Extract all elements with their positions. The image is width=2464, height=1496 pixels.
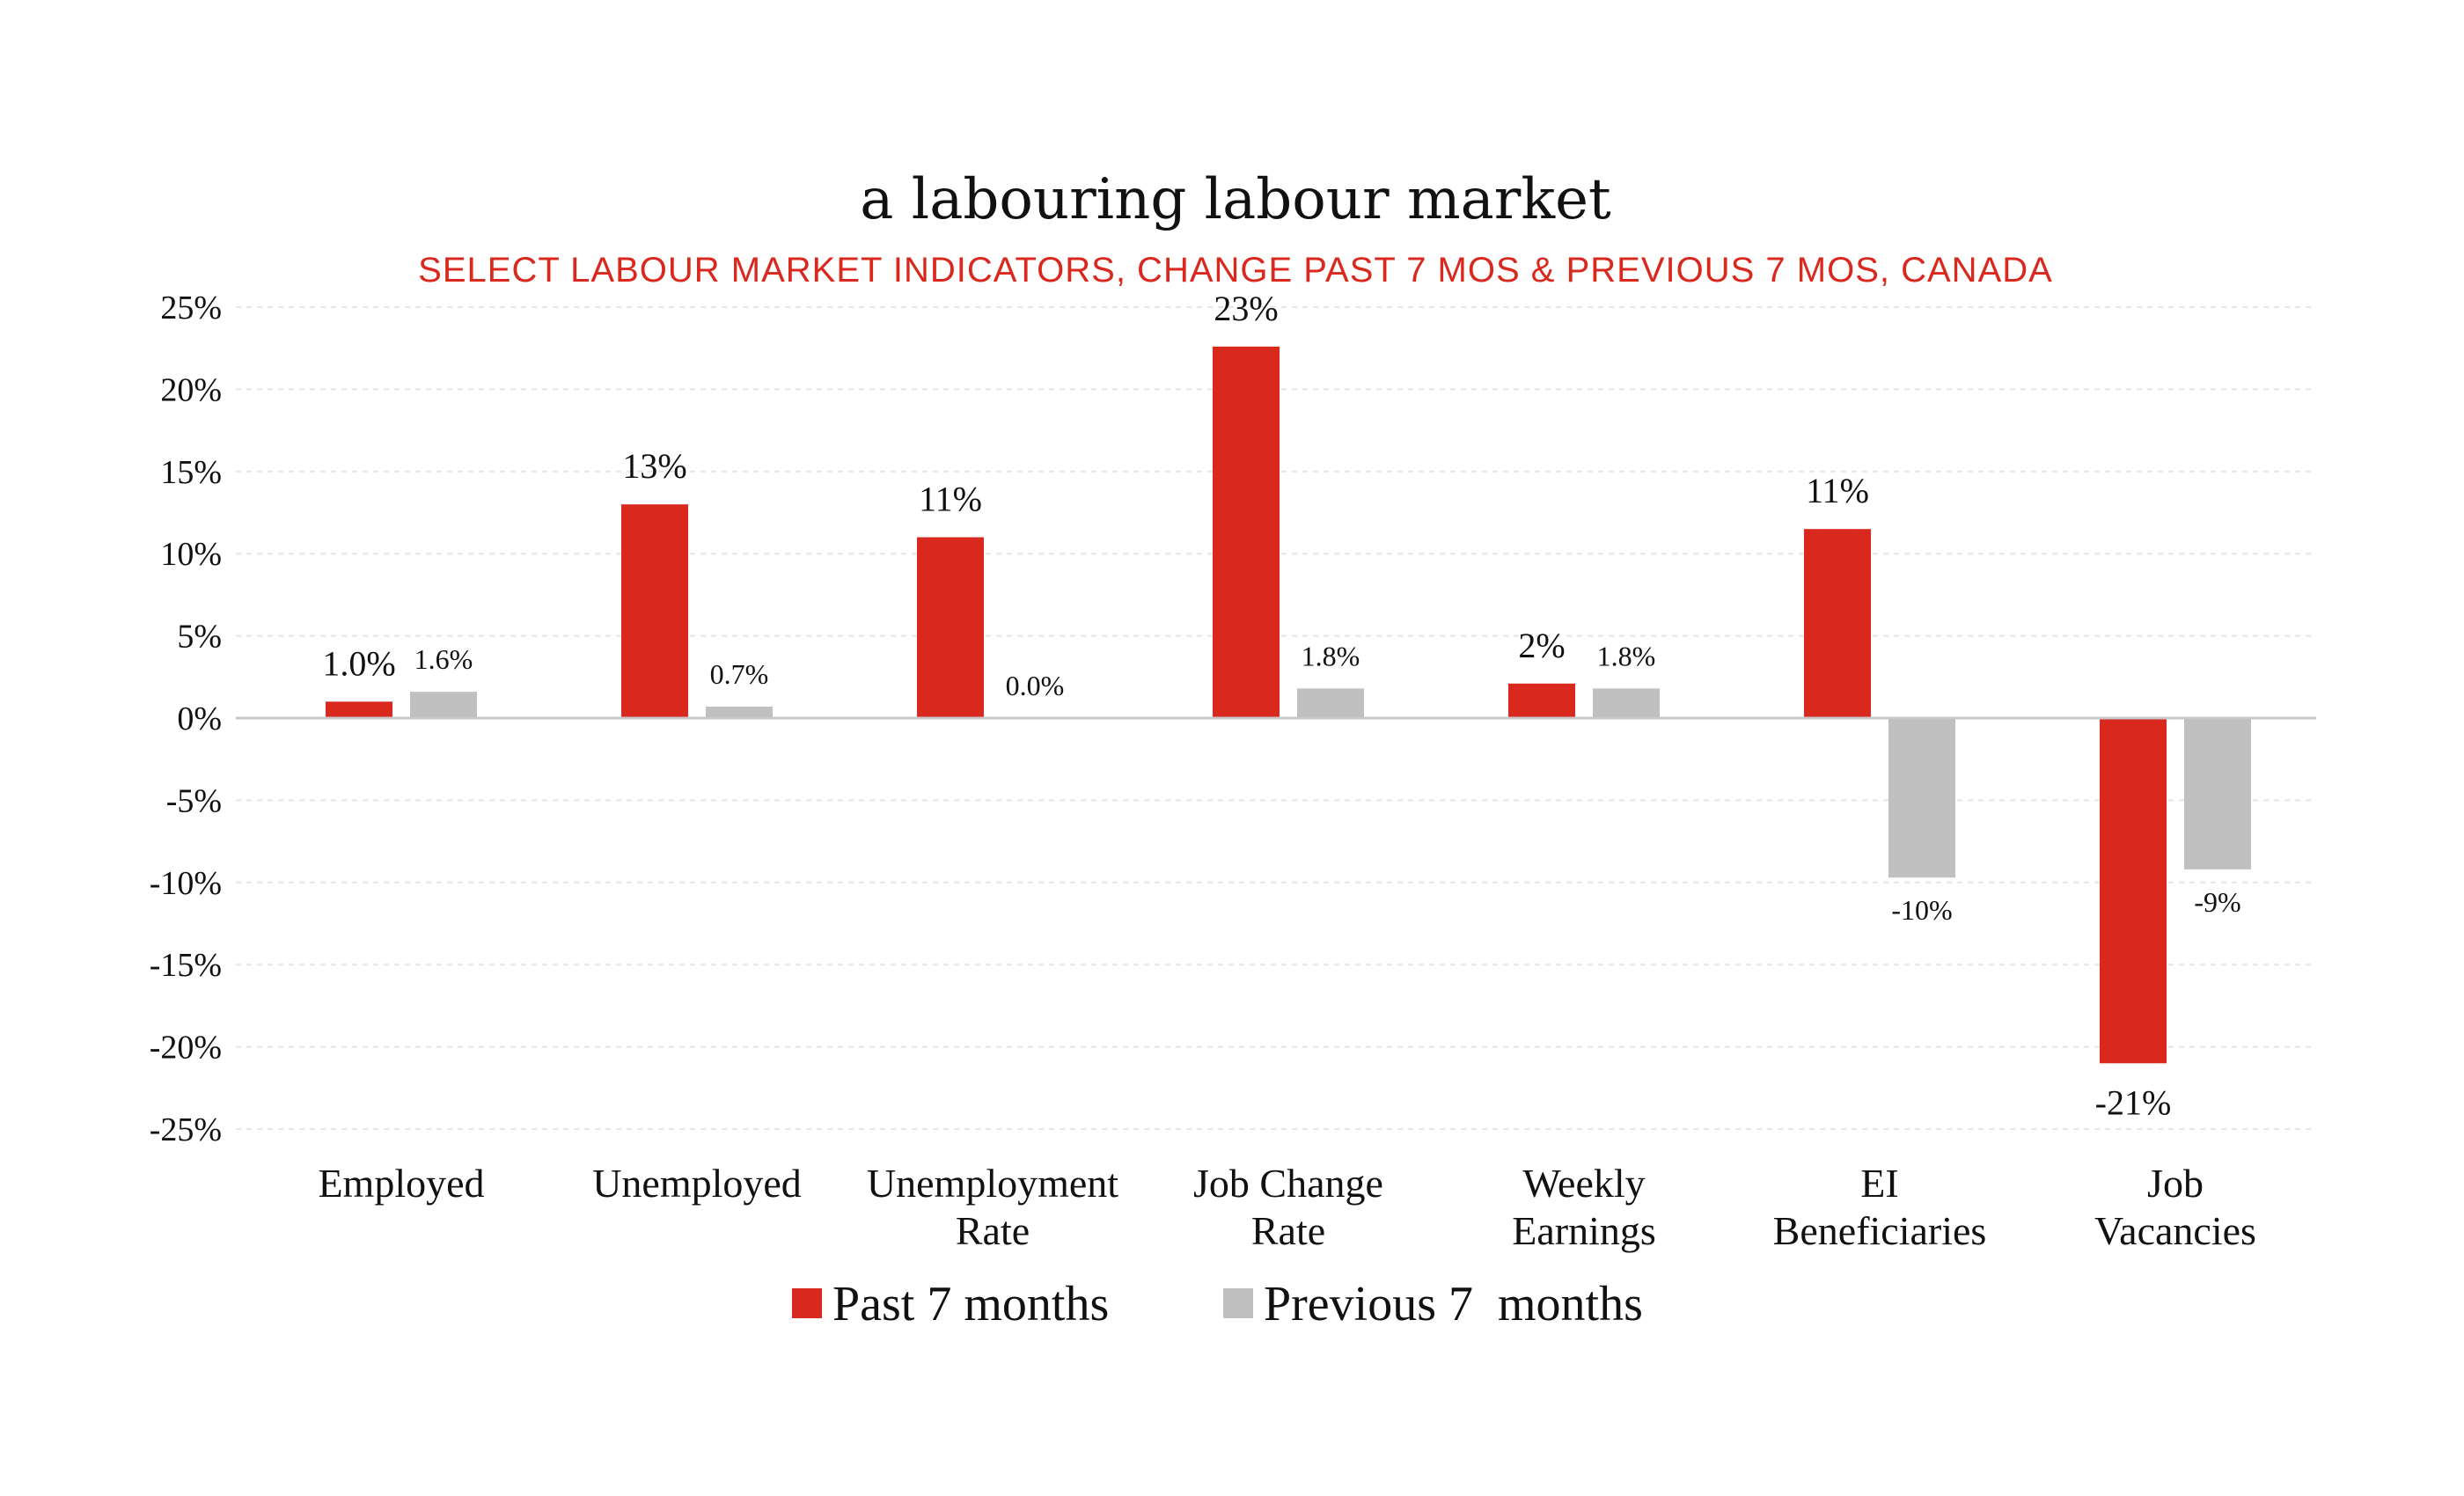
legend-swatch [792,1288,822,1318]
category-label: Unemployment [867,1161,1118,1206]
data-label: 1.6% [414,643,473,675]
category-label: Vacancies [2094,1208,2256,1253]
y-tick-label: 15% [160,454,222,491]
y-tick-label: -10% [150,865,222,902]
bar-previous-7-months [1593,688,1660,718]
bars [326,346,2251,1064]
bar-past-7-months [326,701,392,718]
y-tick-label: 5% [177,619,222,656]
category-label: EI [1860,1161,1898,1206]
data-label: 11% [919,480,982,519]
y-tick-label: -25% [150,1111,222,1148]
data-label: 2% [1518,626,1565,665]
data-label: 0.0% [1006,670,1065,701]
data-label: 23% [1214,289,1278,328]
bar-previous-7-months [2184,718,2251,869]
bar-past-7-months [1804,529,1871,718]
y-tick-label: 20% [160,371,222,408]
category-label: Job [2147,1161,2204,1206]
data-label: 11% [1806,471,1869,510]
data-label: 1.8% [1597,640,1656,671]
y-tick-label: 0% [177,700,222,737]
category-label: Earnings [1512,1208,1656,1253]
bar-previous-7-months [706,706,773,718]
bar-past-7-months [621,504,688,718]
category-label: Beneficiaries [1773,1208,1987,1253]
bar-previous-7-months [1888,718,1955,878]
chart-subtitle: SELECT LABOUR MARKET INDICATORS, CHANGE … [418,251,2053,290]
data-label: 13% [622,446,686,486]
data-label: -9% [2194,886,2240,918]
y-tick-label: 25% [160,290,222,326]
category-label: Job Change [1193,1161,1383,1206]
category-label: Weekly [1522,1161,1645,1206]
category-label: Rate [956,1208,1030,1253]
data-labels: 1.0% 13% 11% 23% 2% 11% -21% 1.6% 0.7% 0.0% 1.8% 1.… [322,289,2240,1122]
category-label: Employed [318,1161,484,1206]
bar-previous-7-months [410,692,477,718]
bar-previous-7-months [1297,688,1364,718]
category-label: Unemployed [592,1161,802,1206]
bar-past-7-months [917,537,984,718]
y-tick-label: -20% [150,1030,222,1067]
data-label: 1.0% [322,643,395,683]
data-label: -21% [2095,1082,2172,1122]
data-label: 0.7% [710,658,769,690]
legend-label: Previous 7 months [1264,1277,1643,1331]
y-tick-label: 10% [160,536,222,573]
bar-past-7-months [2100,718,2167,1064]
bar-past-7-months [1213,346,1280,718]
legend-swatch [1223,1288,1253,1318]
legend-label: Past 7 months [832,1277,1109,1331]
y-tick-label: -5% [166,782,222,819]
y-axis: 25% 20% 15% 10% 5% 0% -5% -10% -15% -20% -25% [150,290,222,1148]
data-label: -10% [1891,894,1952,926]
y-tick-label: -15% [150,947,222,984]
data-label: 1.8% [1302,640,1360,671]
category-label: Rate [1251,1208,1325,1253]
bar-past-7-months [1508,683,1575,718]
legend: Past 7 months Previous 7 months [792,1277,1643,1331]
chart-title: a labouring labour market [860,167,1611,232]
